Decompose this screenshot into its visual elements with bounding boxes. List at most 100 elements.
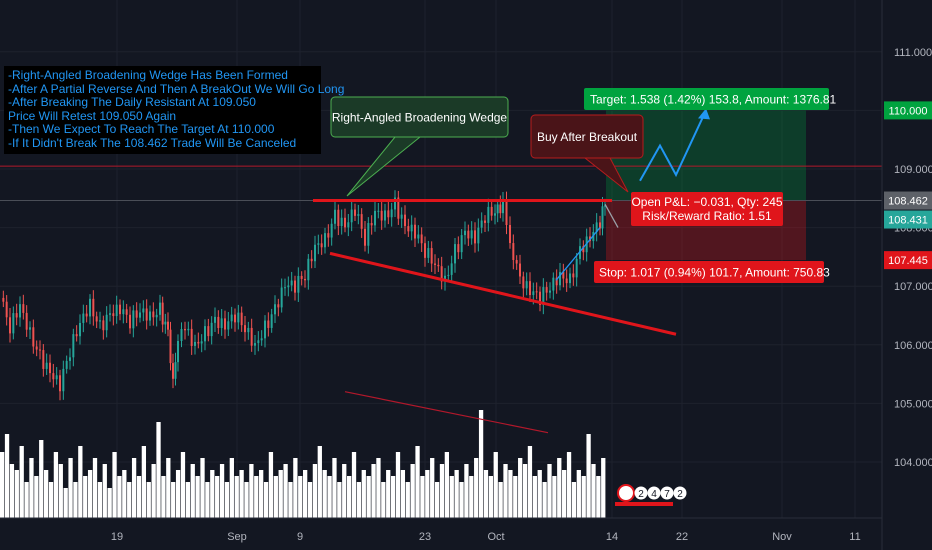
volume-bar: [317, 446, 322, 518]
volume-bar: [522, 464, 528, 518]
candle-body: [330, 223, 333, 238]
candle-body: [601, 206, 604, 229]
candle-body: [244, 325, 246, 333]
volume-bar: [601, 458, 606, 518]
volume-bar: [288, 482, 293, 518]
volume-bar: [420, 476, 425, 518]
candle-body: [477, 227, 480, 244]
volume-bar: [131, 458, 137, 518]
target-arrow-path[interactable]: [639, 109, 707, 182]
target-label-text: Target: 1.538 (1.42%) 153.8, Amount: 137…: [590, 93, 836, 107]
candle-body: [535, 291, 538, 293]
volume-bar: [244, 482, 249, 518]
candle-body: [155, 314, 158, 318]
volume-bar: [576, 470, 581, 518]
candle-body: [460, 235, 463, 253]
candle-body: [542, 287, 545, 305]
drawings[interactable]: [0, 108, 882, 434]
volume-bar: [53, 452, 59, 518]
trend-arrow[interactable]: [555, 227, 601, 281]
time-axis[interactable]: 19 Sep 9 23 Oct 14 22 Nov 11: [0, 517, 882, 543]
volume-bar: [278, 470, 283, 518]
volume-bar: [503, 464, 508, 518]
candle-body: [569, 273, 571, 284]
volume-bar: [430, 458, 435, 518]
volume-bar: [459, 482, 464, 518]
candle-body: [400, 214, 403, 219]
volume-bar: [356, 482, 362, 518]
volume-bar: [303, 470, 308, 518]
candle-body: [314, 244, 316, 262]
candle-body: [250, 327, 253, 346]
volume-bar: [425, 470, 430, 518]
volume-bar: [464, 464, 469, 518]
volume-bar: [547, 464, 552, 518]
volume-bar: [591, 464, 596, 518]
volume-bar: [102, 464, 107, 518]
price-tick-label: 105.000: [894, 398, 932, 410]
candle-body: [367, 223, 370, 246]
volume-bar: [73, 482, 78, 518]
note-line: -Then We Expect To Reach The Target At 1…: [8, 122, 275, 137]
volume-bar: [29, 458, 34, 518]
time-tick-label: 11: [849, 531, 860, 543]
watermark-badge: [634, 486, 648, 500]
price-marker-text: 108.462: [888, 196, 928, 208]
candle-body: [424, 243, 426, 258]
candle-body: [357, 214, 360, 216]
candle-body: [565, 278, 568, 284]
candle-body: [519, 263, 521, 277]
volume-bar: [175, 470, 181, 518]
candle-body: [200, 341, 203, 344]
volume-bar: [532, 476, 537, 518]
candle-body: [354, 209, 356, 216]
candle-body: [394, 197, 396, 210]
volume-bar: [346, 476, 352, 518]
volume-bar: [527, 446, 533, 518]
candle-body: [344, 217, 346, 228]
volume-trend-line[interactable]: [344, 391, 549, 434]
price-marker: [884, 101, 932, 120]
volume-bar: [141, 446, 147, 518]
volume-bar: [351, 452, 357, 518]
time-tick-label: 23: [419, 531, 431, 543]
volume-bar: [542, 482, 547, 518]
candle-body: [450, 263, 453, 275]
candle-body: [204, 326, 206, 342]
candle-body: [496, 204, 499, 214]
candle-body: [180, 329, 183, 341]
candle-body: [502, 200, 504, 214]
candle-body: [22, 304, 25, 313]
candle-body: [525, 281, 528, 289]
candle-body: [380, 210, 383, 221]
candle-body: [59, 375, 61, 392]
note-line: -If It Didn't Break The 108.462 Trade Wi…: [8, 135, 297, 150]
volume-bar: [493, 452, 498, 518]
candle-body: [15, 313, 18, 318]
candle-body: [387, 210, 390, 218]
price-axis[interactable]: 111.000110.000109.000108.000107.000106.0…: [881, 0, 932, 550]
candle-body: [334, 209, 336, 224]
candle-body: [5, 301, 8, 318]
candle-body: [437, 264, 440, 267]
candle-body: [159, 302, 161, 315]
candle-body: [12, 313, 15, 334]
candle-body: [337, 209, 340, 227]
volume-bar: [24, 482, 29, 518]
price-marker: [884, 191, 932, 210]
volume-bar: [195, 476, 200, 518]
candle-body: [207, 326, 210, 337]
candle-body: [142, 308, 145, 313]
volume-bar: [557, 458, 562, 518]
candle-body: [444, 275, 446, 282]
volume-bar: [552, 476, 557, 518]
candle-body: [284, 287, 286, 289]
wedge-bottom-line[interactable]: [329, 251, 677, 336]
candle-body: [257, 340, 260, 344]
candle-body: [260, 338, 263, 341]
volume-bar: [34, 476, 39, 518]
volume-bar: [122, 470, 127, 518]
watermark-badge: [647, 486, 661, 500]
candle-body: [562, 272, 565, 279]
